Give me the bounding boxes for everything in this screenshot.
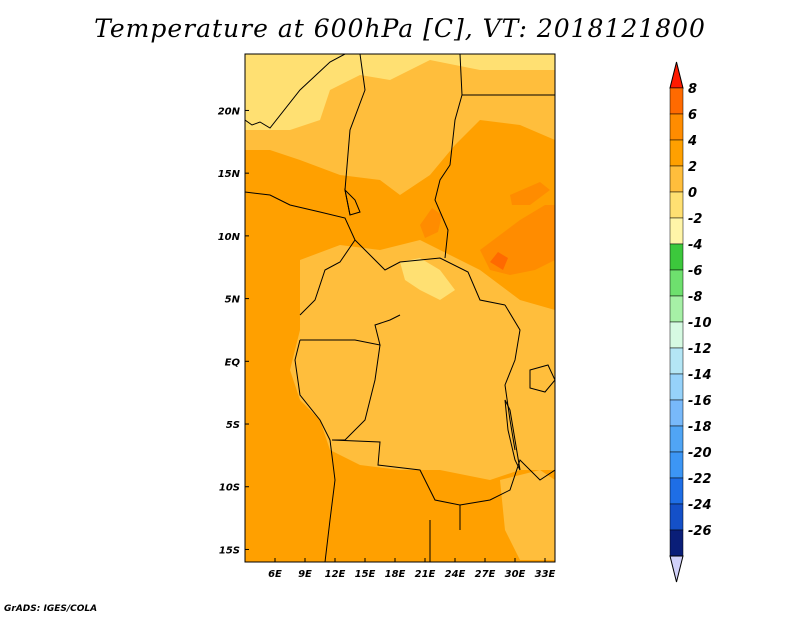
colorbar-label: -26 [688,524,712,539]
border-drc-east [504,304,521,451]
field-band-4-6-small [420,208,442,238]
country-borders [245,54,555,562]
colorbar-label: 4 [687,134,697,149]
colorbar-swatch [669,529,684,557]
colorbar-label: -20 [688,446,712,461]
lat-tick-label: 20N [218,106,241,117]
lake-tanganyika [504,399,521,471]
coast-gabon [294,339,336,562]
map-frame [244,53,556,563]
longitude-axis: 6E 9E 12E 15E 18E 21E 24E 27E 30E 33E [268,558,556,580]
colorbar-label: -2 [688,212,702,227]
colorbar-label: 2 [688,160,697,175]
lat-tick-label: EQ [225,357,241,368]
lon-tick-label: 9E [298,569,312,580]
colorbar-swatch [669,191,684,219]
colorbar-label: -22 [688,472,712,487]
lon-tick-label: 21E [415,569,436,580]
lon-tick-label: 24E [445,569,466,580]
colorbar-label: -12 [688,342,712,357]
colorbar-swatch [669,503,684,531]
field-band-neg2-0-cloud [400,258,455,300]
colorbar-swatch [669,373,684,401]
lat-tick-label: 10S [219,483,240,494]
colorbar-label: 0 [688,186,697,201]
colorbar-label: -14 [688,368,712,383]
colorbar-label: 8 [688,82,697,97]
border-cameroon-car [354,239,506,306]
field-band-0-2-central [290,240,555,480]
colorbar-swatch [669,139,684,167]
border-chad-sudan [434,54,463,259]
colorbar-swatch [669,269,684,297]
field-band-neg2-0 [245,54,555,130]
lat-tick-label: 5N [225,295,241,306]
colorbar-swatch [669,451,684,479]
colorbar-swatch [669,347,684,375]
colorbar-under-triangle [669,555,684,583]
lon-tick-label: 6E [268,569,282,580]
colorbar-swatch [669,87,684,115]
lat-tick-label: 15S [219,545,240,556]
colorbar-swatch [669,295,684,323]
coastline-west [245,54,346,129]
map-title: Temperature at 600hPa [C], VT: 201812180… [94,14,706,43]
colorbar-swatch [669,113,684,141]
field-band-4-6-ne [510,182,550,205]
colorbar-swatch [669,399,684,427]
lat-tick-label: 15N [218,169,241,180]
colorbar-label: -10 [688,316,712,331]
lon-tick-label: 30E [505,569,526,580]
colorbar-label: -6 [688,264,702,279]
latitude-axis: 20N 15N 10N 5N EQ 5S 10S 15S [218,106,249,556]
lon-tick-label: 33E [535,569,556,580]
lake-victoria [529,364,555,393]
lon-tick-label: 27E [475,569,496,580]
lake-chad [344,188,361,216]
border-zambia [459,459,555,506]
colorbar-swatch [669,217,684,245]
border-nigeria [245,191,356,316]
field-band-6-8 [490,252,508,270]
field-band-0-2-south [500,470,555,560]
colorbar-label: 6 [688,108,697,123]
colorbar-swatch [669,477,684,505]
colorbar: 8 6 4 2 0 -2 -4 -6 -8 -10 -12 -14 -16 -18 -20 -22 -24 -26 [669,61,712,583]
lat-tick-label: 5S [226,420,240,431]
colorbar-over-triangle [669,61,684,89]
colorbar-swatch [669,321,684,349]
colorbar-label: -8 [688,290,702,305]
colorbar-label: -18 [688,420,712,435]
temperature-field [245,54,555,562]
colorbar-swatch [669,243,684,271]
colorbar-label: -16 [688,394,712,409]
colorbar-swatch [669,165,684,193]
colorbar-label: -24 [688,498,712,513]
lon-tick-label: 18E [385,569,406,580]
colorbar-swatch [669,425,684,453]
lon-tick-label: 15E [355,569,376,580]
colorbar-label: -4 [688,238,702,253]
lon-tick-label: 12E [325,569,346,580]
lat-tick-label: 10N [218,232,241,243]
credit-label: GrADS: IGES/COLA [4,604,98,614]
